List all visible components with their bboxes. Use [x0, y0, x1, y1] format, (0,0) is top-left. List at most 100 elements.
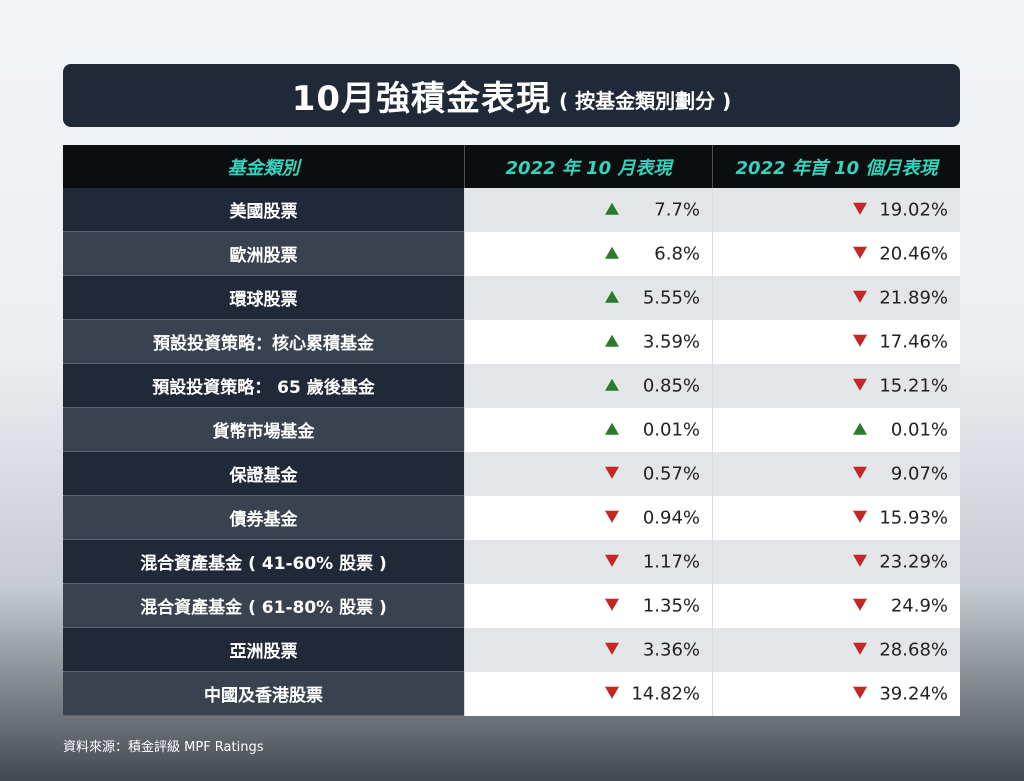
down-arrow-icon	[853, 510, 867, 523]
performance-table: 基金類別 2022 年 10 月表現 2022 年首 10 個月表現 美國股票 7…	[63, 145, 960, 716]
category-cell: 貨幣市場基金	[63, 408, 464, 452]
up-arrow-icon	[605, 246, 619, 259]
october-value-cell: 0.85%	[464, 364, 712, 408]
ytd-value-cell: 24.9%	[712, 584, 960, 628]
title-bar: 10月強積金表現 ( 按基金類別劃分 )	[63, 64, 960, 127]
table-row: 歐洲股票 6.8% 20.46%	[63, 232, 960, 276]
down-arrow-icon	[605, 598, 619, 611]
ytd-value-cell: 23.29%	[712, 540, 960, 584]
october-value: 0.57%	[642, 463, 700, 485]
down-arrow-icon	[853, 466, 867, 479]
ytd-value: 23.29%	[879, 551, 948, 573]
table-row: 債券基金 0.94% 15.93%	[63, 496, 960, 540]
october-value-cell: 0.94%	[464, 496, 712, 540]
ytd-value-cell: 17.46%	[712, 320, 960, 364]
ytd-value-cell: 9.07%	[712, 452, 960, 496]
ytd-value: 15.93%	[879, 507, 948, 529]
ytd-value: 17.46%	[879, 331, 948, 353]
october-value: 3.36%	[642, 639, 700, 661]
ytd-value-cell: 21.89%	[712, 276, 960, 320]
ytd-value: 21.89%	[879, 287, 948, 309]
october-value: 6.8%	[654, 243, 700, 265]
table-row: 貨幣市場基金 0.01% 0.01%	[63, 408, 960, 452]
ytd-value: 19.02%	[879, 199, 948, 221]
ytd-value-cell: 39.24%	[712, 672, 960, 716]
down-arrow-icon	[605, 686, 619, 699]
up-arrow-icon	[605, 378, 619, 391]
october-value: 0.01%	[642, 419, 700, 441]
october-value-cell: 1.35%	[464, 584, 712, 628]
header-category: 基金類別	[227, 157, 300, 179]
down-arrow-icon	[605, 642, 619, 655]
october-value: 1.17%	[642, 551, 700, 573]
table-row: 混合資產基金 ( 61-80% 股票 ) 1.35% 24.9%	[63, 584, 960, 628]
up-arrow-icon	[605, 290, 619, 303]
ytd-value: 0.01%	[890, 419, 948, 441]
october-value: 7.7%	[654, 199, 700, 221]
ytd-value-cell: 20.46%	[712, 232, 960, 276]
category-cell: 環球股票	[63, 276, 464, 320]
ytd-value-cell: 28.68%	[712, 628, 960, 672]
october-value-cell: 0.01%	[464, 408, 712, 452]
table-header-row: 基金類別 2022 年 10 月表現 2022 年首 10 個月表現	[63, 145, 960, 188]
down-arrow-icon	[853, 642, 867, 655]
category-cell: 債券基金	[63, 496, 464, 540]
ytd-value-cell: 15.93%	[712, 496, 960, 540]
down-arrow-icon	[853, 598, 867, 611]
ytd-value: 20.46%	[879, 243, 948, 265]
down-arrow-icon	[853, 686, 867, 699]
october-value-cell: 14.82%	[464, 672, 712, 716]
ytd-value: 39.24%	[879, 683, 948, 705]
table-row: 中國及香港股票 14.82% 39.24%	[63, 672, 960, 716]
header-ytd: 2022 年首 10 個月表現	[712, 145, 960, 188]
ytd-value: 28.68%	[879, 639, 948, 661]
table-row: 預設投資策略： 65 歲後基金 0.85% 15.21%	[63, 364, 960, 408]
source-note: 資料來源：積金評級 MPF Ratings	[63, 740, 264, 755]
category-cell: 歐洲股票	[63, 232, 464, 276]
october-value-cell: 5.55%	[464, 276, 712, 320]
ytd-value: 24.9%	[890, 595, 948, 617]
up-arrow-icon	[853, 422, 867, 435]
october-value: 0.94%	[642, 507, 700, 529]
october-value: 0.85%	[642, 375, 700, 397]
down-arrow-icon	[853, 378, 867, 391]
table-row: 亞洲股票 3.36% 28.68%	[63, 628, 960, 672]
down-arrow-icon	[853, 334, 867, 347]
category-cell: 預設投資策略： 65 歲後基金	[63, 364, 464, 408]
october-value: 14.82%	[631, 683, 700, 705]
down-arrow-icon	[853, 290, 867, 303]
up-arrow-icon	[605, 334, 619, 347]
down-arrow-icon	[853, 246, 867, 259]
october-value-cell: 7.7%	[464, 188, 712, 232]
ytd-value-cell: 0.01%	[712, 408, 960, 452]
october-value-cell: 3.36%	[464, 628, 712, 672]
table-row: 環球股票 5.55% 21.89%	[63, 276, 960, 320]
october-value-cell: 3.59%	[464, 320, 712, 364]
down-arrow-icon	[605, 510, 619, 523]
down-arrow-icon	[853, 202, 867, 215]
up-arrow-icon	[605, 202, 619, 215]
ytd-value-cell: 19.02%	[712, 188, 960, 232]
down-arrow-icon	[853, 554, 867, 567]
category-cell: 美國股票	[63, 188, 464, 232]
october-value-cell: 0.57%	[464, 452, 712, 496]
category-cell: 混合資產基金 ( 41-60% 股票 )	[63, 540, 464, 584]
page-subtitle: ( 按基金類別劃分 )	[559, 89, 732, 113]
october-value: 5.55%	[642, 287, 700, 309]
down-arrow-icon	[605, 554, 619, 567]
october-value: 1.35%	[642, 595, 700, 617]
october-value: 3.59%	[642, 331, 700, 353]
table-row: 預設投資策略：核心累積基金 3.59% 17.46%	[63, 320, 960, 364]
page-title: 10月強積金表現	[291, 79, 552, 119]
header-october: 2022 年 10 月表現	[464, 145, 712, 188]
table-row: 混合資產基金 ( 41-60% 股票 ) 1.17% 23.29%	[63, 540, 960, 584]
category-cell: 亞洲股票	[63, 628, 464, 672]
ytd-value: 9.07%	[890, 463, 948, 485]
category-cell: 中國及香港股票	[63, 672, 464, 716]
category-cell: 預設投資策略：核心累積基金	[63, 320, 464, 364]
table-body: 美國股票 7.7% 19.02% 歐洲股票 6.8% 20.46% 環球股票 5.55% 21.…	[63, 188, 960, 716]
october-value-cell: 6.8%	[464, 232, 712, 276]
ytd-value: 15.21%	[879, 375, 948, 397]
down-arrow-icon	[605, 466, 619, 479]
table-row: 美國股票 7.7% 19.02%	[63, 188, 960, 232]
